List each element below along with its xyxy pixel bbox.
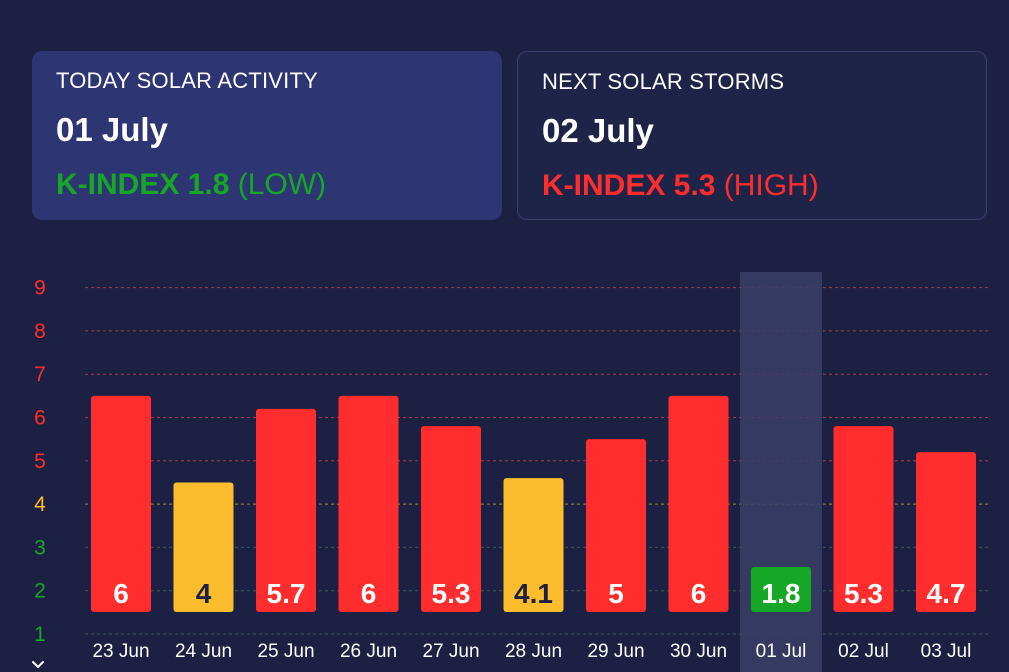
bar-value-label: 6 <box>361 578 377 609</box>
bar-value-label: 5.3 <box>844 578 883 609</box>
y-tick-label: 5 <box>34 450 46 473</box>
bar-value-label: 1.8 <box>762 578 801 609</box>
x-tick-label: 26 Jun <box>340 641 397 662</box>
bar-30-jun[interactable] <box>668 395 729 612</box>
y-tick-label: 4 <box>34 493 46 516</box>
x-tick-label: 27 Jun <box>422 641 479 662</box>
bar-value-label: 6 <box>691 578 707 609</box>
y-tick-label: 8 <box>34 320 46 343</box>
chevron-down-icon[interactable] <box>30 656 46 672</box>
bar-29-jun[interactable] <box>586 439 646 612</box>
x-tick-label: 23 Jun <box>92 641 149 662</box>
next-kindex: K-INDEX 5.3 (HIGH) <box>542 169 819 203</box>
x-tick-label: 30 Jun <box>670 641 727 662</box>
y-tick-label: 7 <box>34 363 46 386</box>
bar-value-label: 4 <box>196 578 212 609</box>
next-card-title: NEXT SOLAR STORMS <box>542 69 785 94</box>
next-kindex-value: K-INDEX 5.3 <box>542 169 716 202</box>
bar-01-jul[interactable] <box>751 567 811 612</box>
x-tick-label: 25 Jun <box>257 641 314 662</box>
next-storms-card: NEXT SOLAR STORMS 02 July K-INDEX 5.3 (H… <box>517 51 987 220</box>
bar-value-label: 5.3 <box>432 578 471 609</box>
bar-value-label: 6 <box>113 578 129 609</box>
bar-value-label: 5.7 <box>267 578 306 609</box>
bar-24-jun[interactable] <box>173 482 234 612</box>
x-tick-label: 02 Jul <box>838 641 889 662</box>
bar-23-jun[interactable] <box>91 395 151 612</box>
today-card-date: 01 July <box>56 111 168 148</box>
bar-value-label: 5 <box>608 578 624 609</box>
today-kindex-value: K-INDEX 1.8 <box>56 168 230 201</box>
today-kindex-level: (LOW) <box>237 168 327 201</box>
today-kindex: K-INDEX 1.8 (LOW) <box>56 168 326 202</box>
chart-labels: 1 2 3 4 5 6 7 8 9 6 23 Jun 4 24 Jun 5.7 25 Jun 6 26 Jun 5… <box>34 277 971 662</box>
today-card-title: TODAY SOLAR ACTIVITY <box>56 68 318 93</box>
next-card-date: 02 July <box>542 112 654 149</box>
bar-27-jun[interactable] <box>421 426 481 612</box>
x-tick-label: 29 Jun <box>587 641 644 662</box>
bar-25-jun[interactable] <box>256 408 316 612</box>
bar-value-label: 4.7 <box>927 578 966 609</box>
next-kindex-level: (HIGH) <box>723 169 819 202</box>
x-tick-label: 24 Jun <box>175 641 232 662</box>
y-tick-label: 9 <box>34 277 46 300</box>
bar-02-jul[interactable] <box>833 426 894 612</box>
today-activity-card: TODAY SOLAR ACTIVITY 01 July K-INDEX 1.8… <box>32 51 502 220</box>
x-tick-label: 01 Jul <box>756 641 807 662</box>
bar-28-jun[interactable] <box>503 478 564 612</box>
y-tick-label: 3 <box>34 536 46 559</box>
bar-value-label: 4.1 <box>514 578 553 609</box>
y-tick-label: 2 <box>34 580 46 603</box>
bar-03-jul[interactable] <box>916 452 976 612</box>
y-tick-label: 6 <box>34 407 46 430</box>
chart-bars <box>91 395 976 612</box>
y-tick-label: 1 <box>34 623 46 646</box>
x-tick-label: 28 Jun <box>505 641 562 662</box>
x-tick-label: 03 Jul <box>921 641 972 662</box>
bar-26-jun[interactable] <box>338 395 399 612</box>
